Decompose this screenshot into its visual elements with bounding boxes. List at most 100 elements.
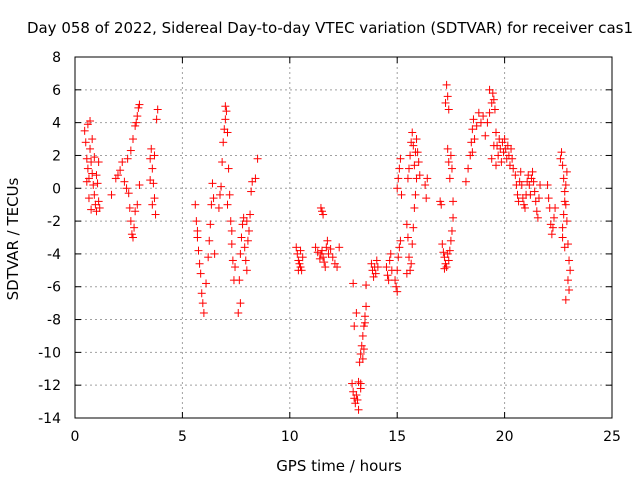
data-point bbox=[514, 197, 523, 206]
data-point bbox=[146, 154, 155, 163]
data-point bbox=[231, 263, 240, 272]
data-point bbox=[474, 108, 483, 117]
data-point bbox=[123, 154, 132, 163]
data-point bbox=[349, 279, 358, 288]
y-tick-label: 6 bbox=[52, 83, 61, 99]
data-point bbox=[92, 171, 101, 180]
data-point bbox=[82, 177, 91, 186]
data-point bbox=[93, 179, 102, 188]
data-point bbox=[206, 220, 215, 229]
data-point bbox=[368, 266, 377, 275]
data-point bbox=[533, 213, 542, 222]
data-point bbox=[126, 146, 135, 155]
data-point bbox=[94, 158, 103, 167]
data-point bbox=[208, 179, 217, 188]
data-point bbox=[221, 115, 230, 124]
data-point bbox=[487, 98, 496, 107]
data-point bbox=[242, 217, 251, 226]
data-point bbox=[505, 161, 514, 170]
data-point bbox=[81, 138, 90, 147]
data-point bbox=[525, 180, 534, 189]
data-point bbox=[83, 164, 92, 173]
data-point bbox=[318, 207, 327, 216]
data-point bbox=[515, 177, 524, 186]
data-point bbox=[221, 102, 230, 111]
data-point bbox=[560, 197, 569, 206]
data-point bbox=[194, 246, 203, 255]
data-point bbox=[222, 107, 231, 116]
data-point bbox=[397, 190, 406, 199]
data-point bbox=[443, 92, 452, 101]
data-point bbox=[244, 226, 253, 235]
data-point bbox=[446, 236, 455, 245]
data-point bbox=[440, 264, 449, 273]
data-point bbox=[386, 249, 395, 258]
data-point bbox=[513, 190, 522, 199]
data-point bbox=[153, 105, 162, 114]
chart-title: Day 058 of 2022, Sidereal Day-to-day VTE… bbox=[27, 19, 633, 37]
data-point bbox=[359, 322, 368, 331]
y-tick-label: -10 bbox=[38, 345, 61, 361]
data-point bbox=[126, 217, 135, 226]
data-point bbox=[220, 125, 229, 134]
data-point bbox=[443, 249, 452, 258]
data-point bbox=[248, 177, 257, 186]
data-point bbox=[247, 187, 256, 196]
data-point bbox=[150, 194, 159, 203]
data-point bbox=[546, 220, 555, 229]
data-point bbox=[224, 164, 233, 173]
axis-ticks bbox=[74, 56, 613, 419]
data-point bbox=[499, 148, 508, 157]
data-point bbox=[296, 246, 305, 255]
data-point bbox=[294, 256, 303, 265]
data-point bbox=[405, 253, 414, 262]
data-point bbox=[440, 253, 449, 262]
data-point bbox=[556, 154, 565, 163]
data-point bbox=[561, 200, 570, 209]
data-point bbox=[125, 203, 134, 212]
data-point bbox=[511, 171, 520, 180]
data-point bbox=[470, 135, 479, 144]
data-point bbox=[563, 240, 572, 249]
data-point bbox=[238, 220, 247, 229]
data-point bbox=[494, 151, 503, 160]
data-point bbox=[128, 135, 137, 144]
data-point bbox=[468, 125, 477, 134]
data-point bbox=[447, 226, 456, 235]
data-point bbox=[449, 197, 458, 206]
data-point bbox=[492, 161, 501, 170]
data-point bbox=[558, 223, 567, 232]
data-point bbox=[445, 174, 454, 183]
data-point bbox=[192, 217, 201, 226]
data-point bbox=[516, 167, 525, 176]
data-point bbox=[443, 144, 452, 153]
data-point bbox=[227, 226, 236, 235]
data-point bbox=[92, 207, 101, 216]
data-point bbox=[483, 118, 492, 127]
data-point bbox=[217, 182, 226, 191]
data-point bbox=[319, 210, 328, 219]
data-point bbox=[444, 256, 453, 265]
data-point bbox=[362, 281, 371, 290]
data-point bbox=[360, 318, 369, 327]
data-point bbox=[223, 200, 232, 209]
data-point bbox=[534, 194, 543, 203]
y-tick-label: -14 bbox=[38, 411, 61, 427]
data-point bbox=[239, 213, 248, 222]
data-point bbox=[422, 194, 431, 203]
data-point bbox=[241, 256, 250, 265]
data-point bbox=[411, 190, 420, 199]
x-tick-label: 0 bbox=[71, 429, 80, 445]
data-point bbox=[210, 249, 219, 258]
data-point bbox=[87, 205, 96, 214]
data-point bbox=[532, 207, 541, 216]
data-point bbox=[242, 266, 251, 275]
data-point bbox=[351, 399, 360, 408]
data-point bbox=[481, 131, 490, 140]
y-tick-label: 4 bbox=[52, 116, 61, 132]
data-point bbox=[240, 243, 249, 252]
data-point bbox=[557, 148, 566, 157]
data-point bbox=[558, 161, 567, 170]
x-tick-labels: 0 5 10 15 20 25 bbox=[71, 429, 621, 445]
data-point bbox=[394, 174, 403, 183]
